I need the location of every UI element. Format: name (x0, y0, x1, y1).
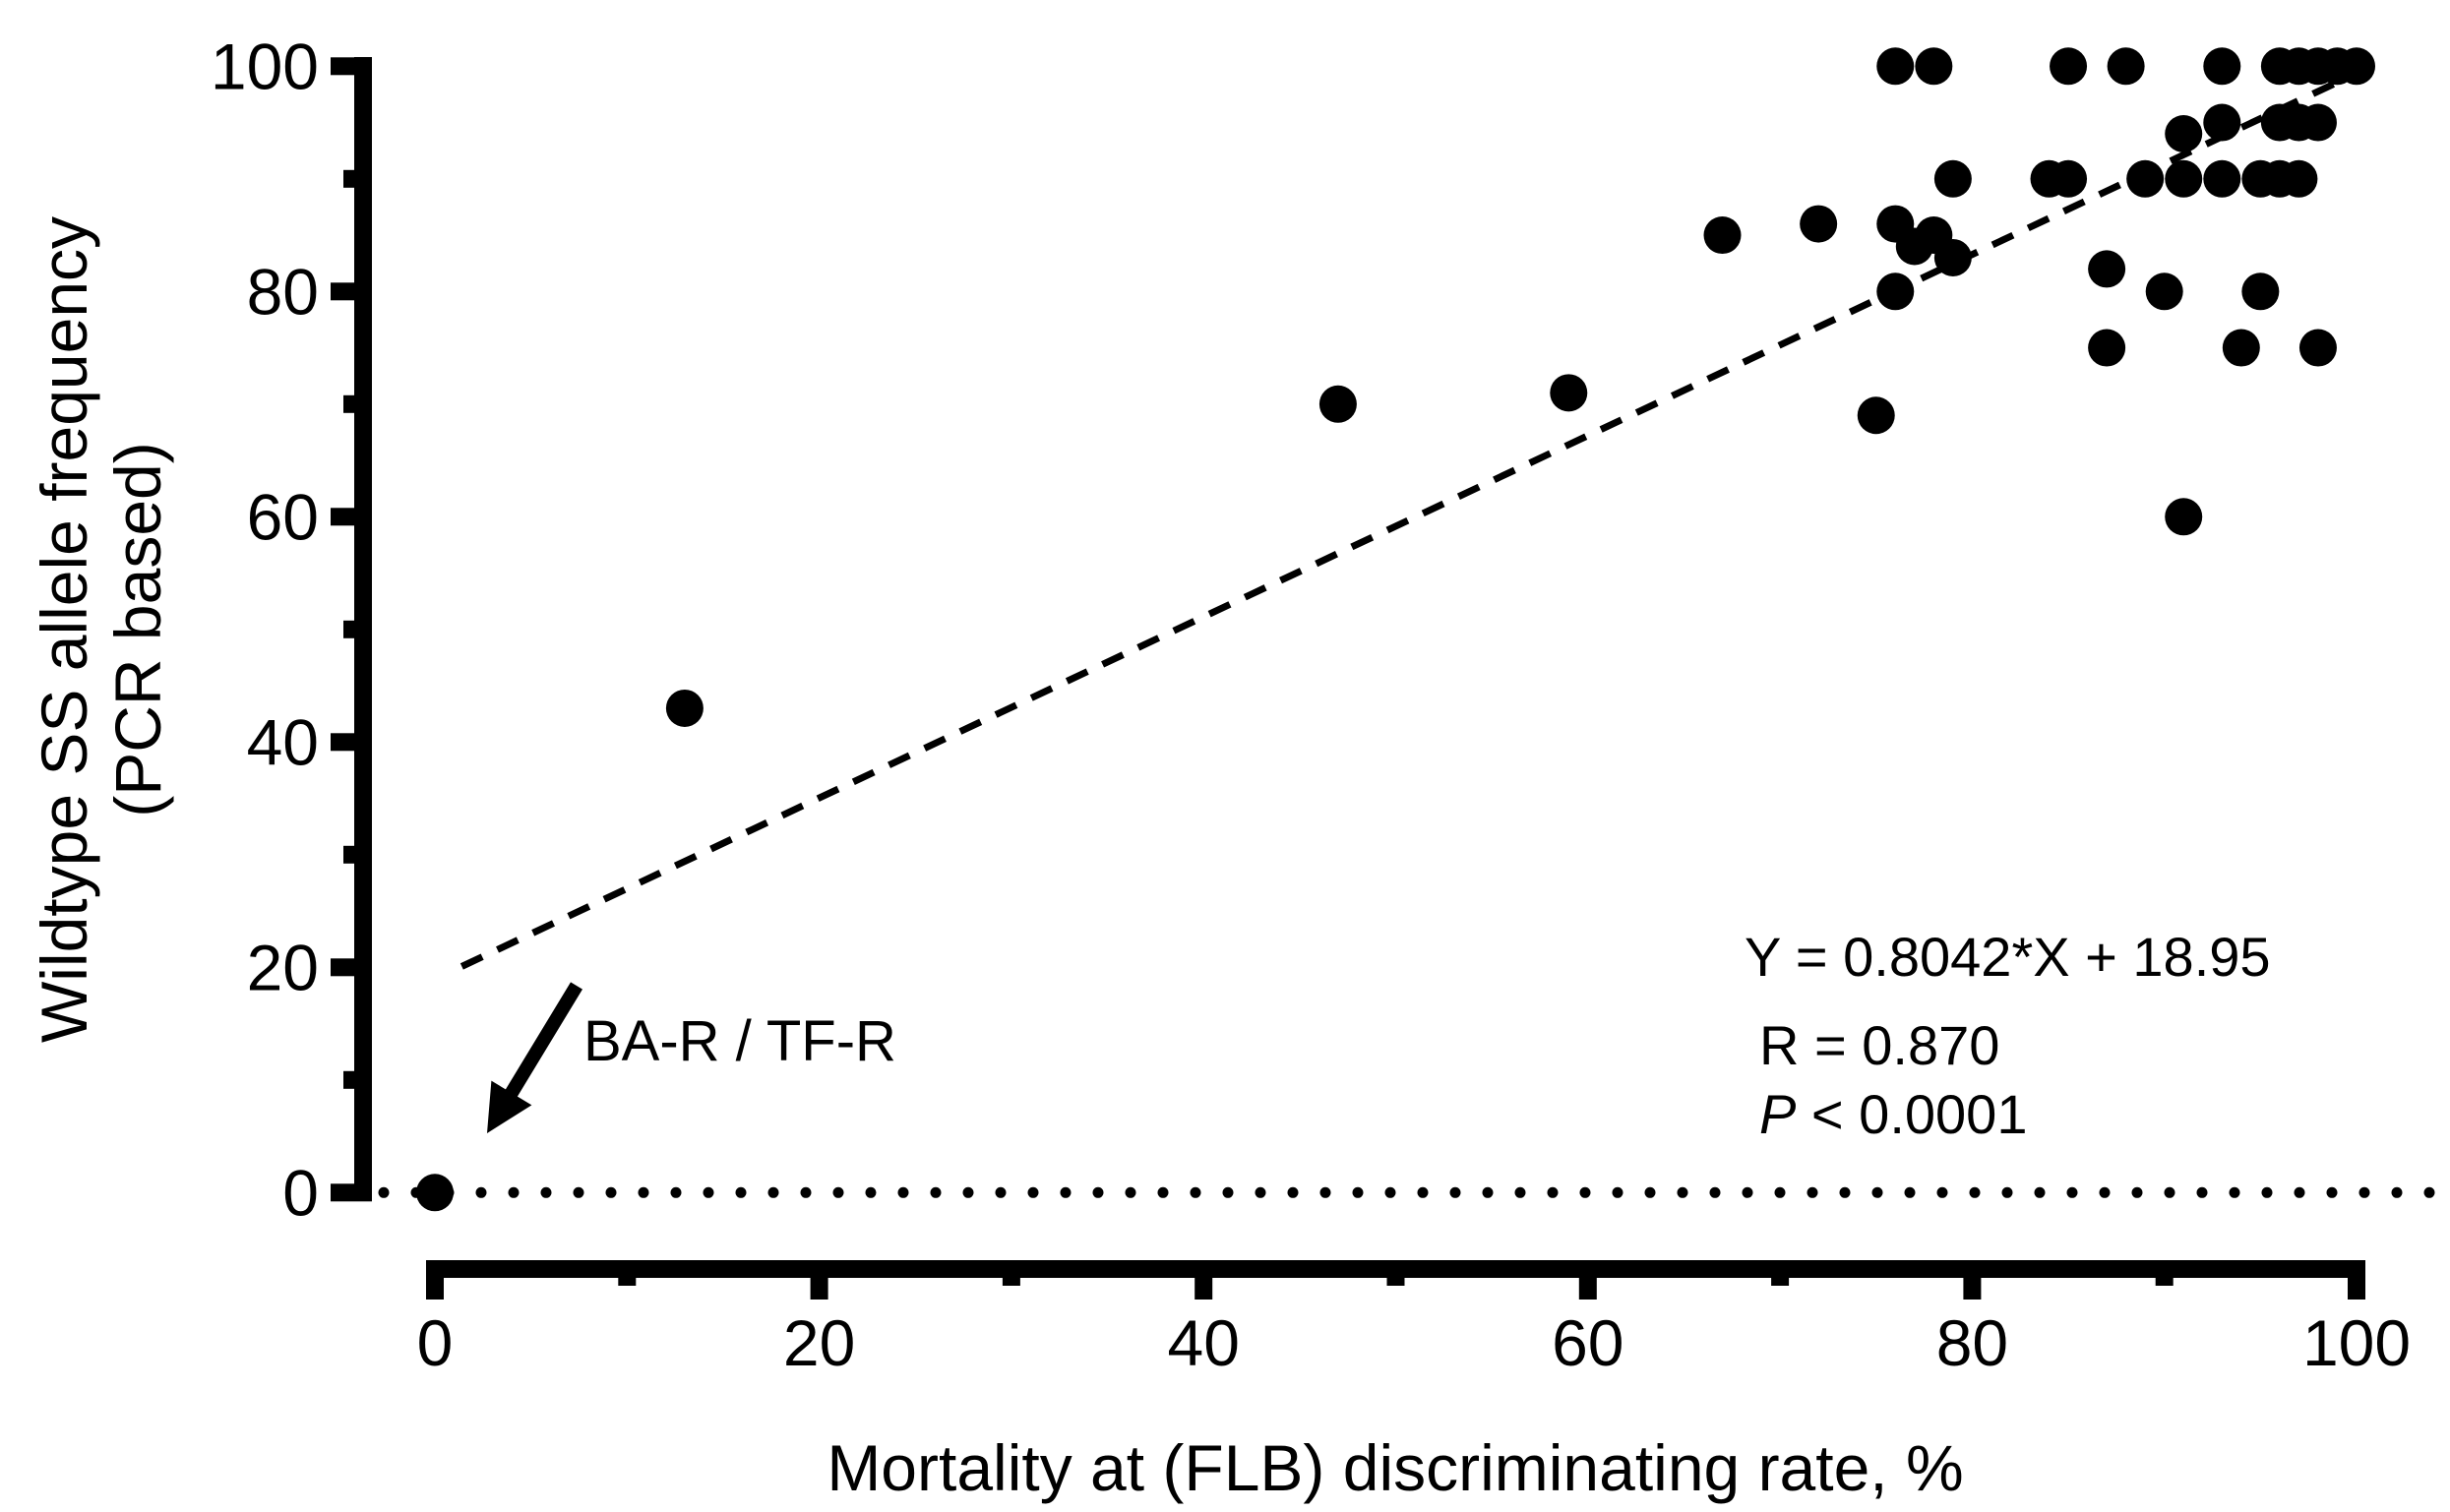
data-point (2203, 103, 2241, 142)
regression-line-layer (459, 64, 2370, 970)
y-tick-label: 0 (282, 1156, 319, 1229)
y-axis-title-line1: Wildtype SS allele frequency (28, 216, 100, 1043)
data-point (2165, 115, 2203, 152)
y-minor-tick (343, 620, 372, 638)
y-tick-label: 20 (247, 931, 319, 1003)
x-axis: 0 20 40 60 80 100 (417, 1260, 2411, 1379)
data-point (2126, 159, 2165, 198)
data-point (2241, 272, 2280, 311)
data-point (665, 689, 704, 727)
x-tick-label: 40 (1167, 1306, 1239, 1379)
x-tick-label: 80 (1936, 1306, 2008, 1379)
data-point (2222, 329, 2260, 367)
y-major-tick (331, 1183, 372, 1202)
x-major-tick (1963, 1260, 1982, 1300)
y-minor-tick (343, 1070, 372, 1089)
data-point (2298, 329, 2337, 367)
data-point (1933, 159, 1972, 198)
x-minor-tick (2155, 1260, 2174, 1286)
regression-equation: Y = 0.8042*X + 18.95 (1745, 926, 2271, 988)
p-symbol: P (1759, 1083, 1796, 1145)
p-rest: < 0.0001 (1796, 1083, 2027, 1145)
x-major-tick (1194, 1260, 1213, 1300)
data-point (2338, 47, 2375, 86)
correlation-r: R = 0.870 (1759, 1014, 1999, 1076)
annotation-arrow (487, 982, 582, 1133)
x-major-tick (426, 1260, 444, 1300)
x-tick-label: 100 (2302, 1306, 2411, 1379)
data-point (416, 1174, 454, 1212)
data-point (1318, 385, 1357, 423)
data-point (2050, 159, 2088, 198)
y-axis-ticks: 0 20 40 60 80 100 (211, 30, 372, 1229)
x-tick-label: 20 (783, 1306, 855, 1379)
x-axis-title: Mortality at (FLB) discriminating rate, … (827, 1431, 1963, 1504)
x-tick-label: 0 (417, 1306, 454, 1379)
annotation: BA-R / TF-R (487, 982, 896, 1133)
data-point (2203, 159, 2241, 198)
y-minor-tick (343, 169, 372, 188)
x-major-tick (810, 1260, 828, 1300)
data-point (1933, 238, 1972, 276)
data-point (2280, 159, 2318, 198)
regression-dashed-line (459, 64, 2370, 970)
y-tick-label: 40 (247, 705, 319, 778)
data-point (2107, 47, 2145, 86)
data-point (2088, 250, 2126, 288)
data-point (2050, 47, 2088, 86)
y-tick-label: 60 (247, 480, 319, 553)
data-point (1800, 205, 1838, 243)
y-major-tick (331, 57, 372, 76)
data-point (1857, 396, 1895, 435)
data-point (2145, 272, 2183, 311)
x-axis-ticks: 0 20 40 60 80 100 (417, 1260, 2411, 1379)
data-point (1876, 47, 1915, 86)
annotation-label: BA-R / TF-R (583, 1009, 896, 1073)
y-major-tick (331, 508, 372, 526)
data-point (2165, 498, 2203, 536)
y-axis: 0 20 40 60 80 100 (211, 30, 372, 1229)
y-major-tick (331, 733, 372, 752)
y-axis-title-line2: (PCR based) (101, 442, 174, 816)
stats-block: Y = 0.8042*X + 18.95 R = 0.870 P < 0.000… (1745, 926, 2271, 1145)
y-tick-label: 100 (211, 30, 319, 102)
data-point (2165, 159, 2203, 198)
y-major-tick (331, 282, 372, 301)
y-minor-tick (343, 394, 372, 413)
x-major-tick (1578, 1260, 1597, 1300)
p-value: P < 0.0001 (1759, 1083, 2027, 1145)
data-point (1915, 47, 1953, 86)
x-tick-label: 60 (1552, 1306, 1623, 1379)
data-point (1703, 216, 1742, 255)
data-point (1876, 272, 1915, 311)
x-major-tick (2348, 1260, 2365, 1300)
data-point (2298, 103, 2337, 142)
data-point (1550, 374, 1588, 412)
data-point (2203, 47, 2241, 86)
x-minor-tick (618, 1260, 637, 1286)
y-major-tick (331, 958, 372, 977)
y-tick-label: 80 (247, 255, 319, 328)
x-minor-tick (1002, 1260, 1020, 1286)
data-points (416, 47, 2375, 1212)
y-minor-tick (343, 845, 372, 864)
x-minor-tick (1771, 1260, 1790, 1286)
x-minor-tick (1386, 1260, 1405, 1286)
data-point (2088, 329, 2126, 367)
